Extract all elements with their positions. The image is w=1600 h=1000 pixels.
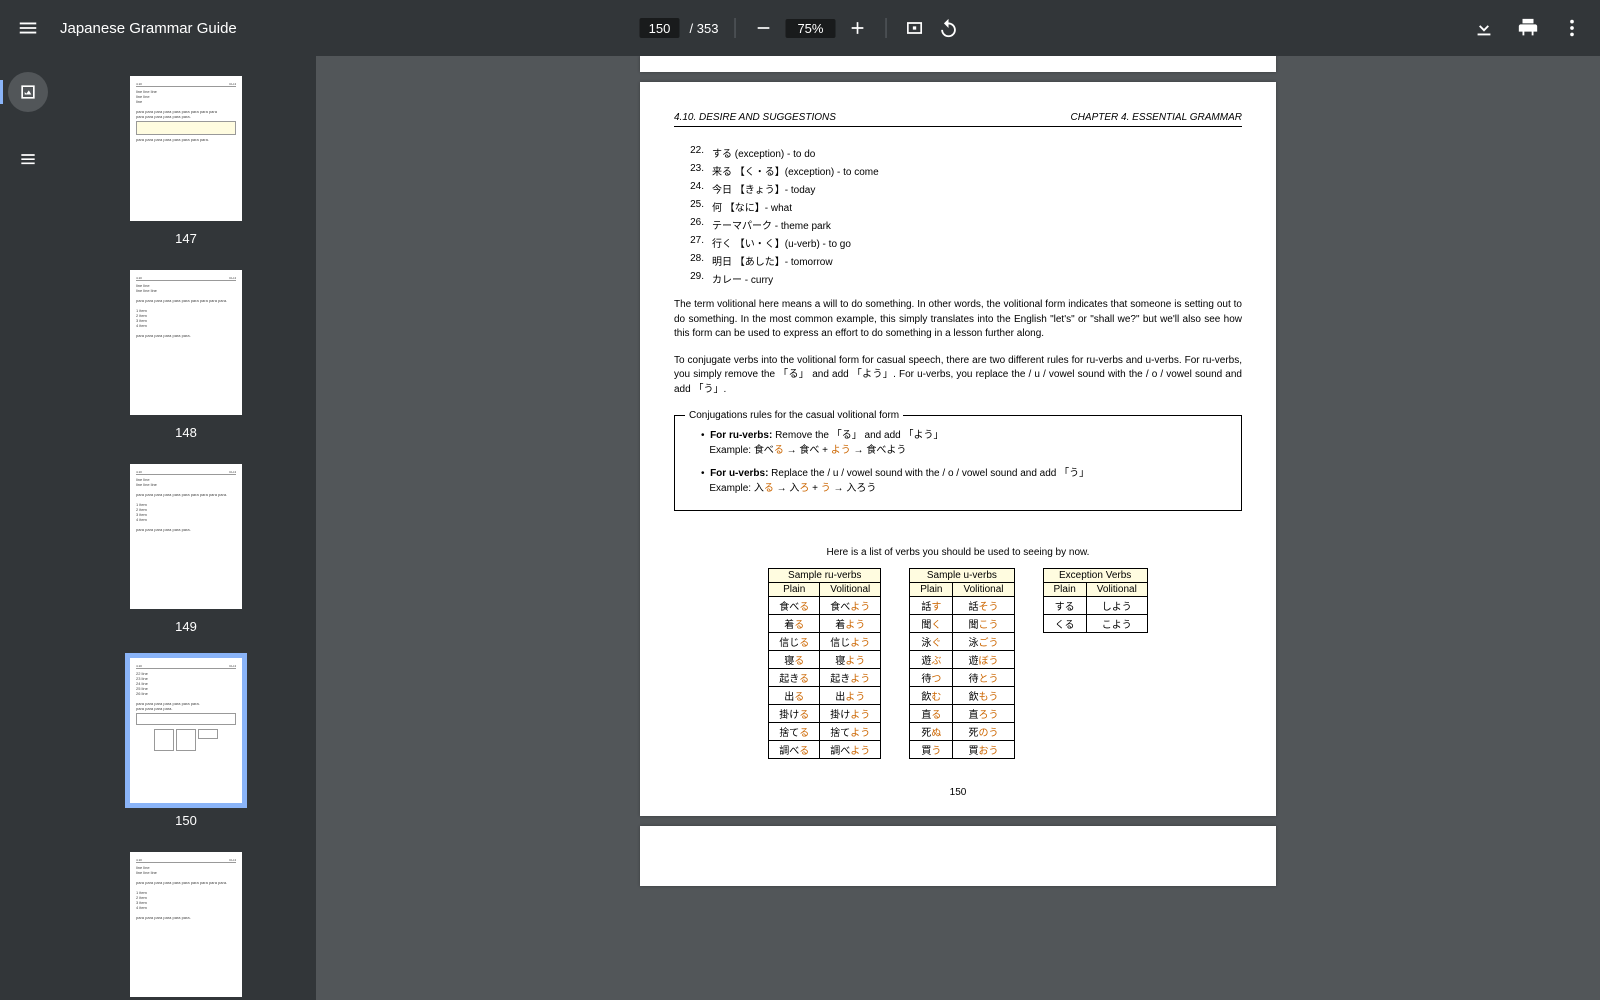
- zoom-out-icon[interactable]: [751, 16, 775, 40]
- menu-icon[interactable]: [16, 16, 40, 40]
- table-exception-verbs: Exception VerbsPlainVolitionalするしようくるこよう: [1043, 568, 1148, 633]
- table-ru-verbs: Sample ru-verbsPlainVolitional食べる食べよう着る着…: [768, 568, 881, 759]
- more-icon[interactable]: [1560, 16, 1584, 40]
- toolbar: Japanese Grammar Guide / 353 75%: [0, 0, 1600, 56]
- vocab-item: 23.来る 【く・る】(exception) - to come: [674, 163, 1242, 178]
- download-icon[interactable]: [1472, 16, 1496, 40]
- side-strip: [0, 56, 56, 1000]
- header-right: CHAPTER 4. ESSENTIAL GRAMMAR: [1070, 112, 1242, 123]
- page-header: 4.10. DESIRE AND SUGGESTIONS CHAPTER 4. …: [674, 112, 1242, 127]
- thumbnail[interactable]: 4.10CH.4line lineline line linepara para…: [56, 852, 316, 1000]
- thumbnail-number: 150: [175, 813, 197, 828]
- paragraph: The term volitional here means a will to…: [674, 298, 1242, 342]
- thumbnails-tab[interactable]: [8, 72, 48, 112]
- page-total: / 353: [690, 21, 719, 36]
- tables-row: Sample ru-verbsPlainVolitional食べる食べよう着る着…: [674, 568, 1242, 759]
- vocab-list: 22.する (exception) - to do 23.来る 【く・る】(exc…: [674, 145, 1242, 286]
- document-title: Japanese Grammar Guide: [60, 20, 237, 37]
- thumbnail-number: 148: [175, 425, 197, 440]
- table-u-verbs: Sample u-verbsPlainVolitional話す話そう聞く聞こう泳…: [909, 568, 1014, 759]
- rotate-icon[interactable]: [936, 16, 960, 40]
- table-intro: Here is a list of verbs you should be us…: [674, 547, 1242, 558]
- vocab-item: 28.明日 【あした】- tomorrow: [674, 253, 1242, 268]
- divider: [734, 18, 735, 38]
- thumbnail-number: 147: [175, 231, 197, 246]
- page-number: 150: [674, 787, 1242, 798]
- prev-page-slice: [640, 56, 1276, 72]
- header-left: 4.10. DESIRE AND SUGGESTIONS: [674, 112, 836, 123]
- page-number-input[interactable]: [640, 18, 680, 38]
- thumbnail-panel[interactable]: 4.10CH.4line line lineline linelinepara …: [56, 56, 316, 1000]
- paragraph: To conjugate verbs into the volitional f…: [674, 354, 1242, 398]
- zoom-level[interactable]: 75%: [785, 19, 835, 38]
- thumbnail[interactable]: 4.10CH.4line lineline line linepara para…: [56, 464, 316, 634]
- rule-ru: • For ru-verbs: Remove the 「る」 and add 「…: [701, 428, 1225, 458]
- rules-box: Conjugations rules for the casual voliti…: [674, 415, 1242, 511]
- vocab-item: 22.する (exception) - to do: [674, 145, 1242, 160]
- vocab-item: 25.何 【なに】- what: [674, 199, 1242, 214]
- rules-legend: Conjugations rules for the casual voliti…: [685, 408, 903, 423]
- thumbnail[interactable]: 4.10CH.422 line23 line24 line25 line26 l…: [56, 658, 316, 828]
- page-content: 4.10. DESIRE AND SUGGESTIONS CHAPTER 4. …: [640, 82, 1276, 816]
- next-page-slice: [640, 826, 1276, 886]
- thumbnail[interactable]: 4.10CH.4line line lineline linelinepara …: [56, 76, 316, 246]
- page-viewport[interactable]: 4.10. DESIRE AND SUGGESTIONS CHAPTER 4. …: [316, 56, 1600, 1000]
- vocab-item: 29.カレー - curry: [674, 271, 1242, 286]
- divider: [885, 18, 886, 38]
- outline-tab[interactable]: [8, 140, 48, 180]
- thumbnail[interactable]: 4.10CH.4line lineline line linepara para…: [56, 270, 316, 440]
- vocab-item: 24.今日 【きょう】- today: [674, 181, 1242, 196]
- rule-u: • For u-verbs: Replace the / u / vowel s…: [701, 466, 1225, 496]
- vocab-item: 27.行く 【い・く】(u-verb) - to go: [674, 235, 1242, 250]
- zoom-in-icon[interactable]: [845, 16, 869, 40]
- thumbnail-number: 149: [175, 619, 197, 634]
- fit-page-icon[interactable]: [902, 16, 926, 40]
- print-icon[interactable]: [1516, 16, 1540, 40]
- vocab-item: 26.テーマパーク - theme park: [674, 217, 1242, 232]
